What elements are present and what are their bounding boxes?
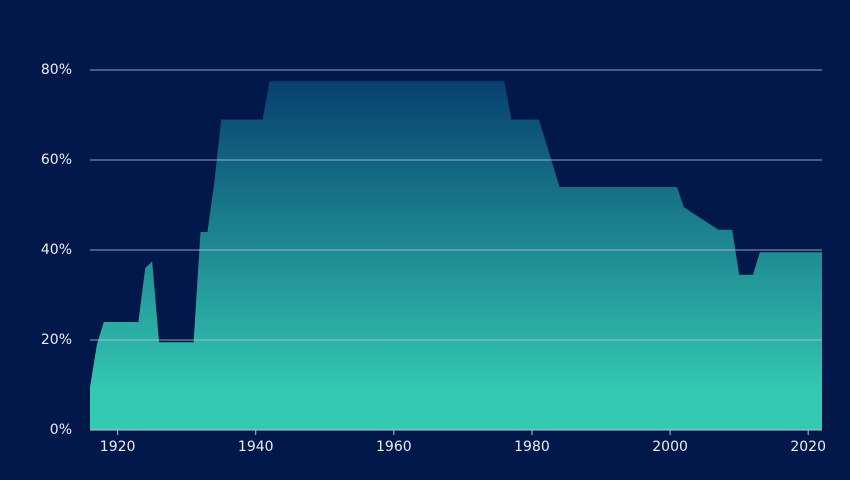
y-tick-label: 80%: [41, 62, 72, 78]
y-tick-label: 40%: [41, 242, 72, 258]
y-tick-label: 60%: [41, 152, 72, 168]
x-tick-label: 2000: [652, 439, 688, 455]
x-tick-label: 1920: [100, 439, 136, 455]
x-tick-label: 1940: [238, 439, 274, 455]
y-tick-label: 0%: [50, 422, 72, 438]
x-tick-label: 1980: [514, 439, 550, 455]
y-tick-label: 20%: [41, 332, 72, 348]
area: [90, 81, 822, 430]
x-tick-label: 1960: [376, 439, 412, 455]
x-tick-label: 2020: [790, 439, 826, 455]
